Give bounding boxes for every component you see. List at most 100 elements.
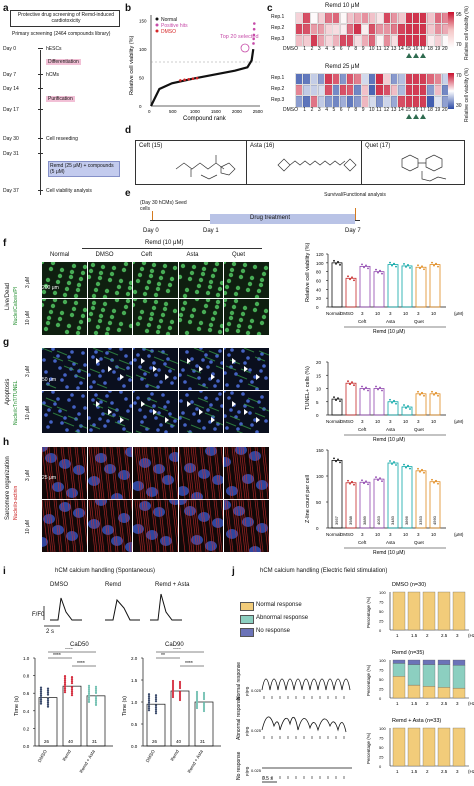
dot: [154, 700, 158, 703]
j-ytick: 25: [379, 619, 384, 624]
heat-col-label: 9: [361, 46, 365, 52]
panel-b-chart: Top 20 selected Compound rank Relative c…: [129, 15, 263, 122]
sarcomere: [194, 500, 201, 552]
nucleus-dot: [208, 360, 213, 364]
j-xunit: (Hz): [468, 769, 474, 774]
nucleus: [124, 542, 132, 552]
bar-point: [347, 479, 349, 482]
f-side-label: Live/Dead: [5, 282, 11, 310]
j-ylabel: Percentage (%): [366, 732, 371, 764]
heat-col-label: 19: [434, 46, 441, 52]
micro-image: [133, 391, 178, 433]
micro-texture: [42, 500, 87, 552]
fiber: [186, 374, 197, 380]
sarcomere: [220, 500, 223, 525]
nucleus-dot: [51, 348, 55, 351]
nucleus-dot: [149, 409, 153, 413]
dot: [202, 705, 206, 709]
j-ytick: 100: [379, 658, 386, 663]
heat-col-label: 8: [354, 107, 358, 113]
fiber: [258, 350, 269, 356]
nucleus-dot: [87, 416, 91, 420]
dot: [147, 705, 151, 708]
j-stack-seg: [452, 591, 466, 631]
bar-point: [403, 404, 405, 406]
micro-texture: [178, 262, 223, 298]
cell-dot: [50, 303, 56, 309]
a-step-tick: [38, 88, 43, 89]
bar-point: [363, 266, 365, 269]
nucleus-dot: [98, 357, 103, 361]
fiber: [236, 374, 248, 380]
colorbar-2: [448, 73, 454, 109]
sarcomere: [123, 500, 130, 552]
cell-dot: [114, 290, 119, 296]
panel-i-label: i: [3, 566, 6, 577]
cell-dot: [196, 283, 201, 289]
nucleus: [249, 546, 261, 552]
cell-dot: [98, 270, 103, 276]
bar-point: [423, 394, 425, 397]
fiber: [67, 359, 79, 365]
y-tick-label: 120: [316, 252, 324, 257]
dot: [171, 681, 175, 685]
micro-texture: [133, 500, 178, 552]
f-col-header: Normal: [50, 252, 70, 258]
cell-dot: [57, 273, 63, 279]
a-step-text: Remd (25 μM) + compounds (5 μM): [48, 161, 120, 177]
bar-point: [361, 479, 363, 482]
arrow-head: [198, 366, 203, 372]
heat-col-label: 3: [317, 46, 321, 52]
nucleus-dot: [90, 355, 95, 359]
j-stack-seg: [437, 591, 451, 631]
panel-f-chart: 0 20 40 60 80 100 120 Relative cell viability (…: [305, 243, 464, 335]
j-stack-seg: [407, 727, 421, 767]
nucleus-dot: [200, 358, 205, 362]
a-step-text: Cell reseeding: [46, 136, 78, 142]
dot: [147, 697, 151, 700]
cell-dot: [162, 306, 168, 312]
j-stack-seg: [422, 591, 436, 631]
arrow-head: [244, 409, 248, 415]
heat-col-label: 13: [390, 107, 397, 113]
heat-col-label: 4: [325, 46, 328, 52]
cell-dot: [189, 270, 194, 276]
sarcomere: [215, 500, 222, 552]
cell-dot: [78, 276, 84, 282]
y-tick-label: 0.8: [23, 674, 30, 679]
bar-point: [361, 385, 363, 388]
nucleus-dot: [143, 372, 147, 376]
heat-col-label: 8: [354, 46, 358, 52]
j-trace-label: No response: [236, 751, 242, 780]
y-tick-label: 0: [316, 526, 319, 531]
sarcomere: [240, 500, 248, 552]
heat-col-label: 2: [310, 46, 314, 52]
nucleus-dot: [133, 391, 135, 393]
dot: [70, 686, 74, 689]
sarcomere: [67, 500, 75, 552]
j-xunit: (Hz): [468, 633, 474, 638]
dot: [195, 706, 199, 710]
j-trace-label: Abnormal response: [236, 696, 242, 740]
x-label-normal: Normal: [326, 419, 341, 424]
cell-dot: [208, 279, 213, 285]
nucleus-dot: [180, 411, 185, 415]
cell-dot: [235, 328, 241, 334]
arrow-head: [95, 358, 100, 364]
sarcomere: [226, 447, 234, 499]
cell-dot: [107, 277, 112, 283]
cell-dot: [52, 299, 58, 303]
micro-image: [224, 299, 269, 335]
n-label: 26: [152, 739, 158, 744]
sarcomere: [220, 447, 223, 472]
dot: [195, 690, 199, 694]
dot: [195, 696, 199, 700]
bar-point: [423, 268, 425, 271]
y-tick-label: 0: [316, 305, 319, 310]
cell-dot: [259, 320, 265, 326]
micro-image: [224, 348, 269, 390]
heat-hit-marker: [405, 53, 412, 58]
nucleus-dot: [63, 416, 67, 420]
micro-texture: [42, 348, 87, 390]
dot: [147, 703, 151, 706]
